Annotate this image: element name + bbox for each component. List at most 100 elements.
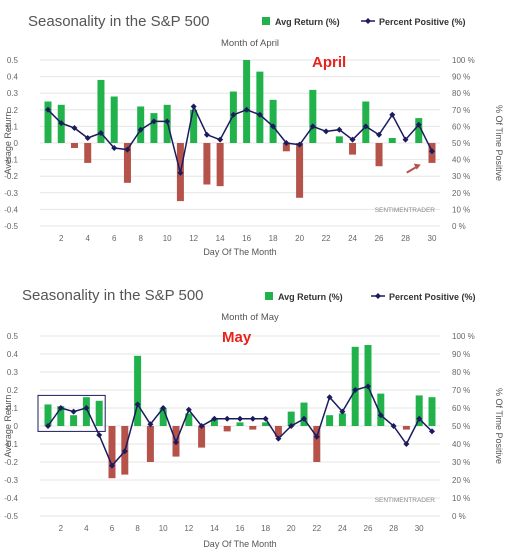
y2-tick-label: 40 % (452, 440, 470, 449)
chart-panel-1: Seasonality in the S&P 500 Month of April… (3, 13, 504, 257)
avg-return-bar (326, 415, 334, 426)
y-tick-label: -0.4 (4, 205, 18, 214)
percent-positive-point (309, 123, 316, 130)
x-tick-label: 22 (312, 524, 321, 533)
percent-positive-point (190, 103, 197, 110)
percent-positive-point (230, 111, 237, 118)
avg-return-bar (300, 402, 308, 426)
y2-tick-label: 70 % (452, 386, 470, 395)
y2-axis-label: % Of Time Positive (494, 388, 504, 464)
percent-positive-point (84, 135, 91, 142)
percent-positive-point (283, 140, 290, 146)
x-tick-label: 12 (184, 524, 193, 533)
avg-return-bar (402, 426, 410, 430)
percent-positive-line (47, 104, 433, 174)
y-tick-label: -0.5 (4, 222, 18, 231)
avg-return-bar (296, 143, 304, 198)
y-tick-label: 0.3 (7, 89, 19, 98)
percent-positive-point (224, 415, 231, 422)
y-tick-label: -0.1 (4, 156, 18, 165)
percent-positive-point (336, 126, 343, 133)
y2-tick-label: 20 % (452, 476, 470, 485)
avg-return-bar (134, 355, 142, 426)
avg-return-bar (190, 109, 198, 143)
percent-positive-point (173, 439, 179, 446)
legend-line-marker (375, 293, 381, 299)
y2-tick-label: 90 % (452, 350, 470, 359)
avg-return-bar (388, 138, 396, 143)
percent-positive-point (203, 131, 210, 138)
y-tick-label: -0.3 (4, 189, 18, 198)
percent-positive-point (150, 118, 157, 125)
avg-return-bar (97, 79, 105, 143)
avg-return-bar (338, 413, 346, 426)
percent-positive-point (288, 423, 295, 429)
avg-return-bar (210, 418, 218, 426)
y-tick-label: 0.4 (7, 350, 19, 359)
x-tick-label: 30 (415, 524, 424, 533)
avg-return-bar (159, 408, 167, 426)
highlight-box (37, 394, 106, 432)
percent-positive-point (147, 421, 154, 428)
y-axis-label: Average Return (3, 395, 13, 458)
avg-return-bar (282, 143, 290, 152)
y2-tick-label: 70 % (452, 106, 470, 115)
percent-positive-point (256, 111, 263, 118)
percent-positive-point (349, 136, 356, 143)
avg-return-bar (70, 415, 78, 426)
percent-positive-point (45, 106, 51, 113)
avg-return-bar (110, 96, 118, 143)
y-tick-label: 0 (14, 139, 19, 148)
percent-positive-point (416, 415, 423, 422)
legend-line-marker (365, 18, 371, 24)
avg-return-bar (313, 426, 321, 462)
x-tick-label: 20 (295, 234, 304, 243)
avg-return-bar (274, 426, 282, 437)
y2-tick-label: 100 % (452, 332, 475, 341)
y-tick-label: -0.2 (4, 458, 18, 467)
avg-return-bar (84, 143, 92, 163)
x-tick-label: 10 (159, 524, 168, 533)
avg-return-bar (428, 397, 436, 426)
y2-tick-label: 10 % (452, 494, 470, 503)
percent-positive-point (377, 412, 384, 419)
avg-return-bar (216, 143, 224, 187)
chart-subtitle: Month of May (221, 312, 279, 323)
percent-positive-point (96, 432, 103, 438)
y-tick-label: 0.2 (7, 106, 19, 115)
avg-return-bar (335, 136, 343, 143)
avg-return-bar (57, 406, 65, 426)
avg-return-bar (44, 404, 52, 426)
arrow-head (413, 163, 421, 170)
x-tick-label: 14 (210, 524, 219, 533)
x-tick-label: 24 (348, 234, 357, 243)
y2-tick-label: 0 % (452, 222, 466, 231)
y2-tick-label: 0 % (452, 512, 466, 521)
avg-return-bar (70, 143, 78, 148)
percent-positive-point (403, 441, 410, 447)
x-tick-label: 26 (375, 234, 384, 243)
avg-return-bar (198, 426, 206, 448)
y-tick-label: 0.5 (7, 56, 19, 65)
legend-avg-return: Avg Return (%) (278, 292, 343, 302)
legend-avg-return: Avg Return (%) (275, 17, 340, 27)
percent-positive-point (211, 415, 218, 422)
percent-positive-point (137, 126, 144, 133)
y-tick-label: 0.2 (7, 386, 19, 395)
x-tick-label: 28 (401, 234, 410, 243)
percent-positive-point (164, 118, 171, 125)
legend-bar-swatch (262, 17, 270, 25)
avg-return-bar (44, 101, 52, 143)
percent-positive-point (275, 435, 282, 442)
y-tick-label: -0.5 (4, 512, 18, 521)
y2-tick-label: 20 % (452, 189, 470, 198)
avg-return-bar (95, 400, 103, 426)
x-tick-label: 18 (269, 234, 278, 243)
percent-positive-point (71, 125, 78, 132)
y-tick-label: 0.4 (7, 73, 19, 82)
avg-return-bar (150, 113, 158, 143)
x-tick-label: 24 (338, 524, 347, 533)
y2-tick-label: 60 % (452, 404, 470, 413)
month-label: May (222, 329, 252, 346)
percent-positive-point (389, 111, 396, 118)
